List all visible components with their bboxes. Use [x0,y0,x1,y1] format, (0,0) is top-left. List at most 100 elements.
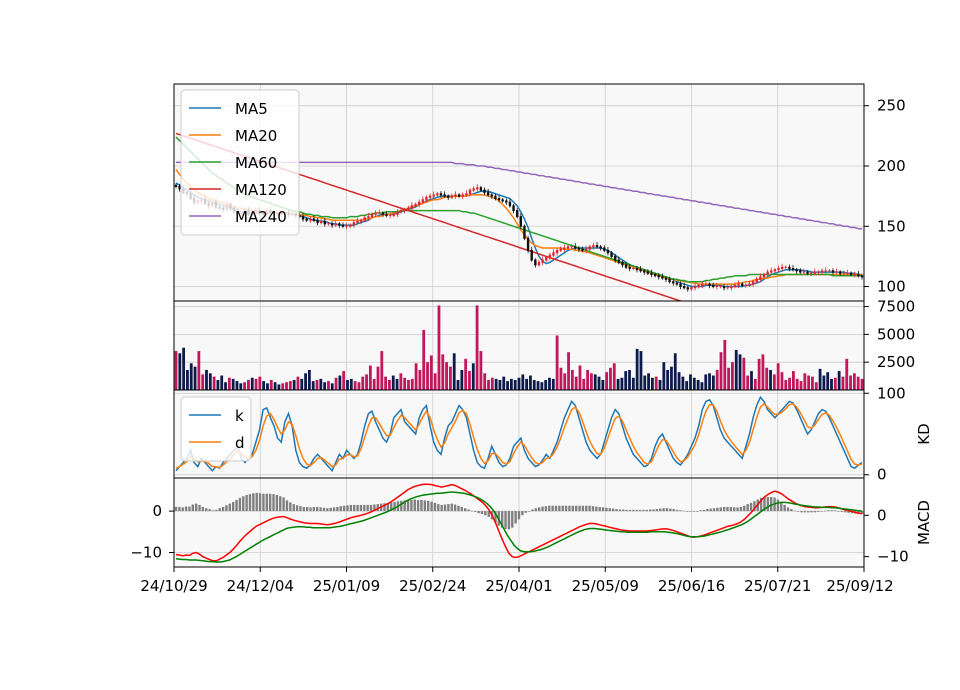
volume-bar [601,379,605,390]
volume-bar [376,366,380,390]
d-line [175,402,863,469]
volume-bar [418,369,422,390]
macd-histogram-bar [211,510,215,512]
volume-bar [742,357,746,390]
macd-histogram-bar [628,509,632,512]
volume-bar [727,367,731,390]
macd-histogram-bar [786,507,790,512]
volume-bar [239,383,243,390]
volume-bar [540,382,544,390]
macd-histogram-bar [790,509,793,512]
candle-body [407,207,410,210]
macd-histogram-bar [743,505,746,512]
macd-histogram-bar [585,505,588,512]
volume-bar [429,355,433,390]
macd-histogram-bar [699,510,702,512]
macd-histogram-bar [682,510,685,512]
volume-bar [342,371,346,390]
candle-body [773,269,777,272]
candle-body [352,222,356,226]
volume-bar [818,368,822,390]
candle-body [370,213,374,218]
macd-histogram-bar [235,499,238,512]
candle-body [686,287,689,290]
kd-right-tick-label: 0 [877,466,887,484]
macd-histogram-bar [527,511,531,512]
candle-body [726,287,729,289]
macd-histogram-bar [541,506,544,512]
candle-body [494,195,497,200]
macd-histogram-bar [238,497,242,512]
volume-bar [734,349,738,390]
candle-body [795,269,798,272]
macd-histogram-bar [292,504,295,512]
candle-body [770,270,773,273]
candle-body [530,249,533,261]
macd-histogram-bar [329,507,332,512]
macd-histogram-bar [299,506,302,512]
macd-histogram-bar [285,500,289,512]
macd-histogram-bar [403,500,406,512]
candle-body [828,270,831,272]
macd-histogram-bar [521,511,524,516]
volume-bar [841,376,845,390]
volume-bar [567,352,570,390]
candle-body [526,237,530,251]
macd-histogram-bar [500,511,504,528]
macd-histogram-bar [571,505,575,512]
macd-histogram-bar [265,493,268,512]
price-right-tick-label: 100 [877,278,906,296]
candle-body [577,247,581,250]
macd-histogram-bar [413,499,416,512]
candle-body [751,281,755,285]
volume-bar [590,373,593,390]
candle-body [628,266,631,269]
macd-histogram-bar [484,511,487,516]
volume-bar [776,363,780,390]
macd-histogram-bar [581,505,585,512]
macd-histogram-bar [416,499,420,512]
candle-body [748,283,751,286]
macd-histogram-bar [659,508,662,512]
macd-histogram-bar [221,506,225,512]
macd-histogram-bar [615,509,618,512]
macd-histogram-bar [827,510,830,512]
candle-body [570,246,573,248]
candle-body [305,218,308,221]
volume-bar [593,374,597,390]
macd-histogram-bar [349,504,353,512]
volume-bar [247,379,250,390]
candle-body [617,259,621,263]
macd-histogram-bar [793,510,796,512]
volume-bar [753,378,757,390]
macd-histogram-bar [558,505,561,512]
volume-bar [803,373,807,390]
volume-bar [605,372,609,390]
volume-bar [620,377,624,390]
candle-body [486,192,490,196]
volume-bar [833,377,837,390]
candle-body [541,259,544,263]
candle-body [410,205,414,209]
candle-body [711,284,715,288]
candle-body [613,255,617,261]
macd-histogram-bar [184,506,188,512]
volume-bar [258,376,262,390]
volume-bar [555,335,559,390]
macd-histogram-bar [817,511,820,512]
macd-left-tick-label: −10 [130,544,162,562]
macd-histogram-bar [467,509,470,512]
volume-bar [696,379,700,390]
macd-histogram-bar [258,493,262,512]
volume-bar [830,378,833,390]
candle-body [799,270,802,273]
macd-histogram-bar [554,505,558,512]
candle-body [385,213,388,216]
candle-body [624,264,628,268]
candle-body [679,283,682,288]
volume-bar [315,379,319,390]
candle-body [581,248,584,251]
volume-bar [186,369,189,390]
volume-bar [388,379,391,390]
macd-histogram-bar [272,494,275,512]
